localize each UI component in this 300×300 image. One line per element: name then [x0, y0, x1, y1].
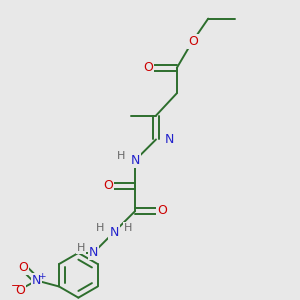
Text: O: O: [103, 178, 113, 192]
Text: N: N: [88, 246, 98, 260]
Text: O: O: [188, 35, 198, 48]
Text: H: H: [124, 223, 133, 232]
Text: N: N: [165, 133, 174, 146]
Text: O: O: [18, 261, 28, 274]
Text: N: N: [32, 274, 41, 287]
Text: +: +: [38, 272, 46, 281]
Text: H: H: [76, 243, 85, 254]
Text: O: O: [144, 61, 153, 74]
Text: O: O: [157, 204, 167, 217]
Text: H: H: [96, 223, 104, 232]
Text: N: N: [130, 154, 140, 167]
Text: H: H: [117, 151, 125, 161]
Text: −: −: [11, 281, 20, 291]
Text: O: O: [15, 284, 25, 298]
Text: N: N: [110, 226, 119, 238]
